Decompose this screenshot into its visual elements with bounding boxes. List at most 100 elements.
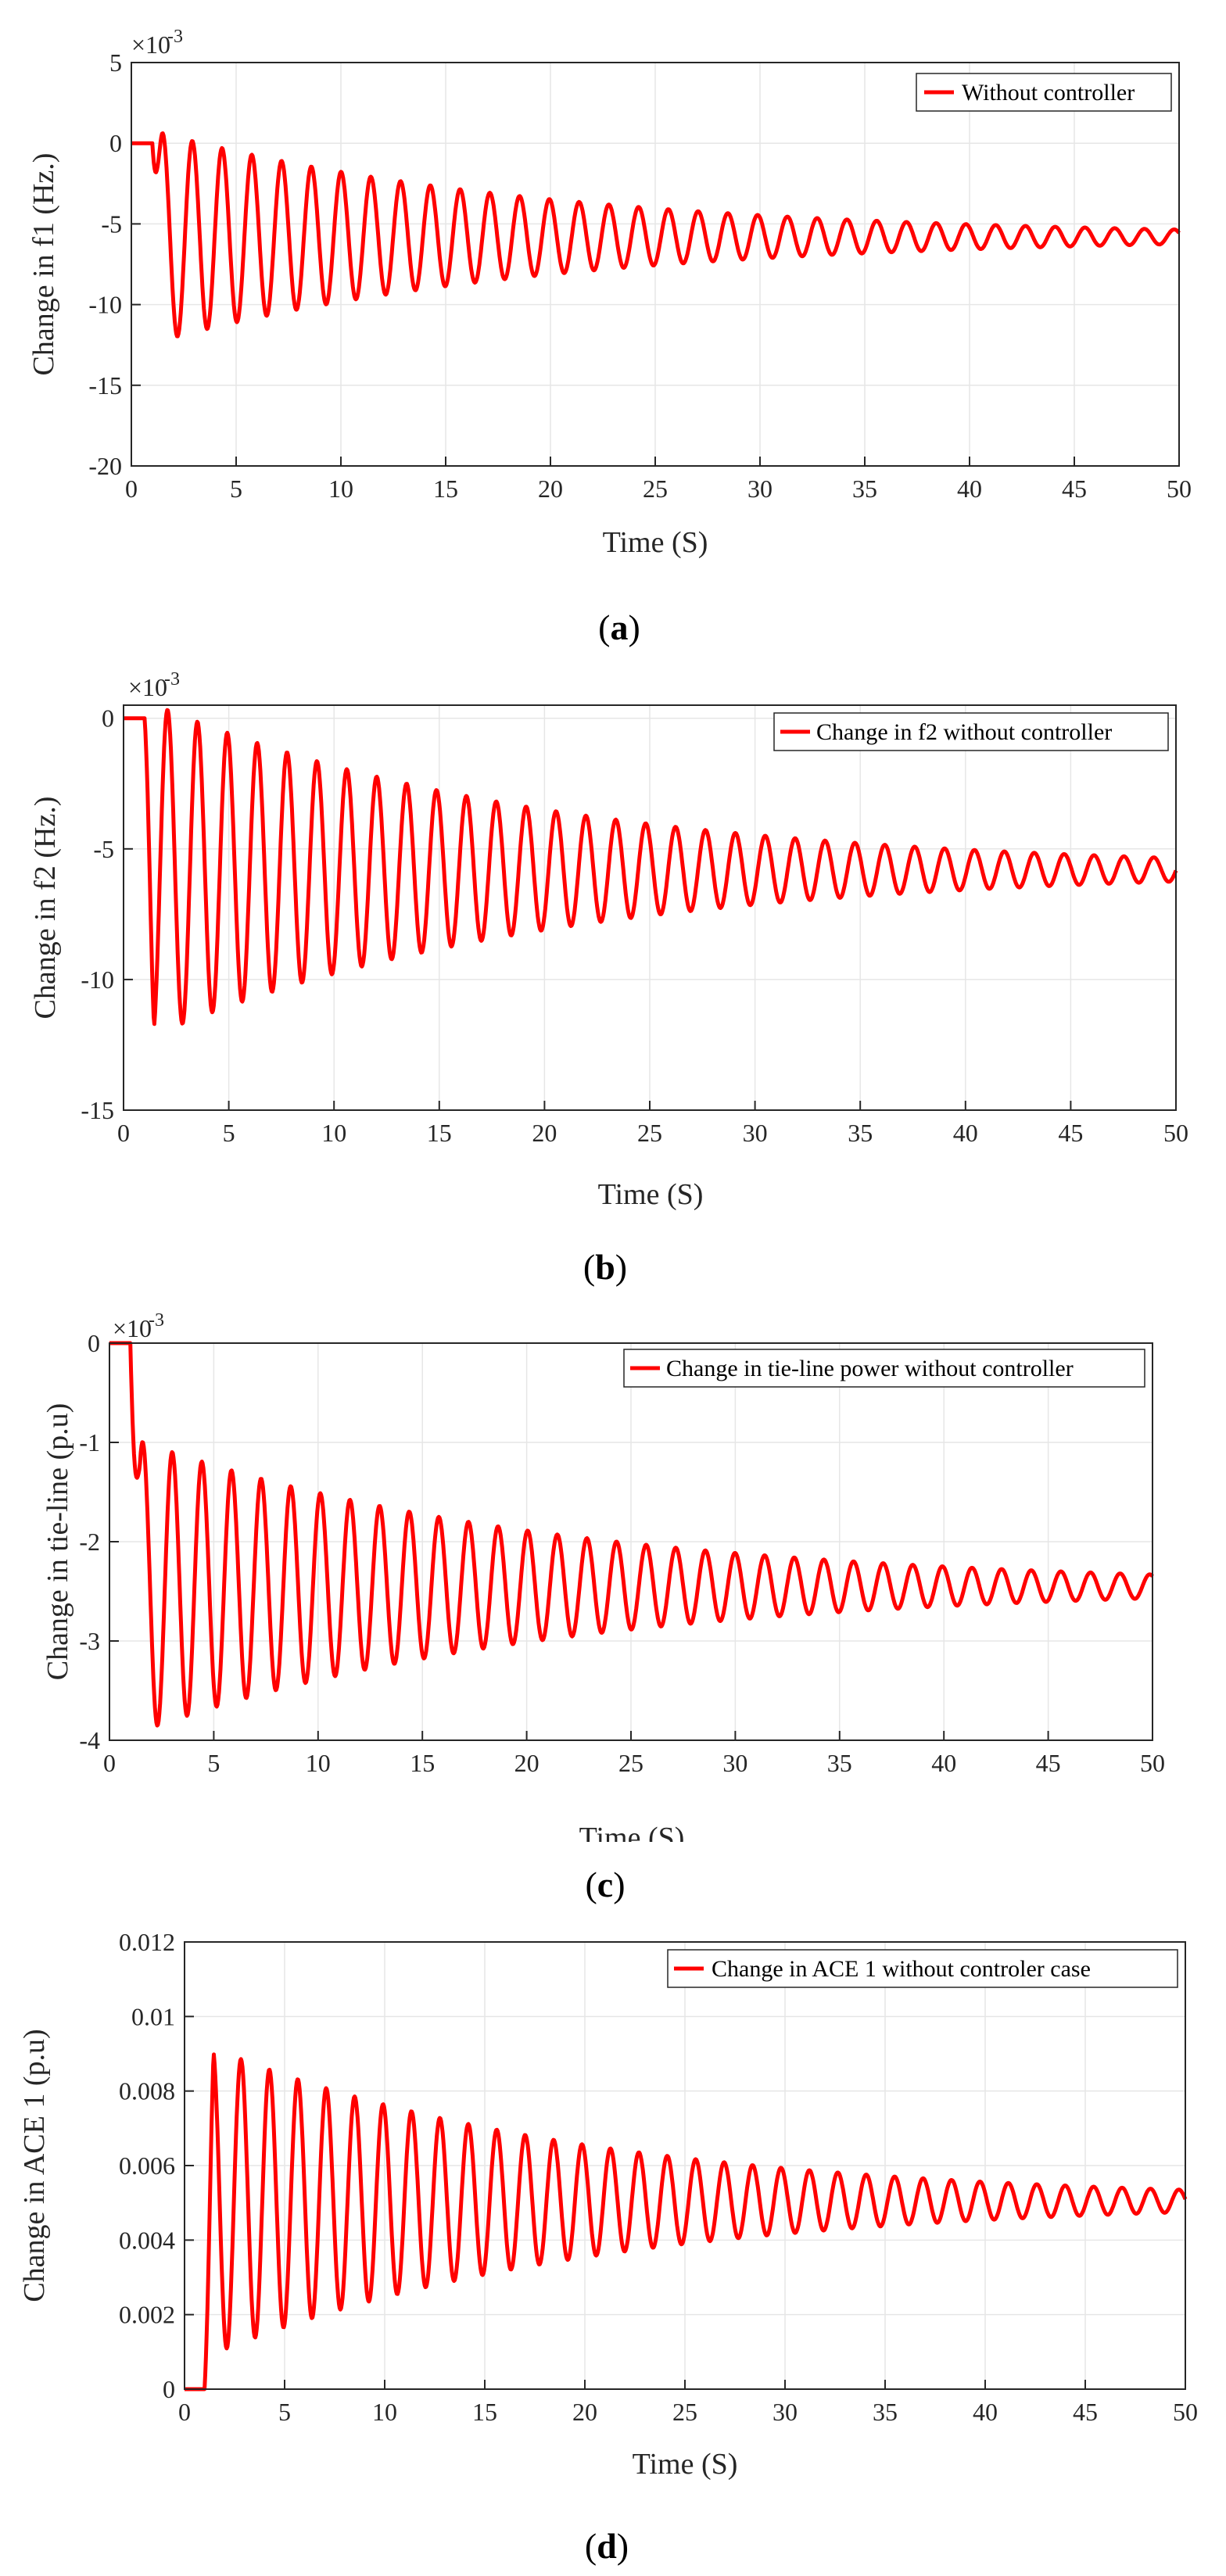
exponent-base-c: ×10 [113,1314,152,1342]
y-tick-label-d-1: 0.01 [131,2002,175,2030]
x-tick-label-a-10: 50 [1167,475,1192,503]
x-tick-label-a-5: 25 [643,475,668,503]
y-tick-label-d-5: 0.002 [119,2301,175,2329]
x-tick-label-a-3: 15 [433,475,458,503]
exponent-a: ×10 -3 [131,27,183,59]
x-tick-label-b-3: 15 [427,1119,452,1147]
legend-b: Change in f2 without controller [773,712,1169,751]
x-tick-label-c-8: 40 [931,1749,956,1777]
chart-panel-a: ×10 -3 Without controller Time (S) Chang… [27,27,1192,647]
caption-close-d: ) [617,2526,629,2566]
y-tick-label-c-0: 0 [88,1329,100,1357]
x-tick-label-c-6: 30 [722,1749,747,1777]
caption-close-b: ) [615,1247,627,1287]
y-tick-label-d-6: 0 [163,2375,175,2403]
caption-d: (d) [585,2526,629,2566]
caption-open-b: ( [583,1247,595,1287]
y-tick-label-b-1: -5 [93,835,114,863]
x-tick-label-b-0: 0 [117,1119,130,1147]
x-axis-label-a: Time (S) [603,526,708,559]
x-tick-label-c-1: 5 [207,1749,220,1777]
x-tick-label-b-6: 30 [743,1119,768,1147]
x-tick-label-c-4: 20 [514,1749,540,1777]
legend-label-b: Change in f2 without controller [816,719,1112,745]
caption-c: (c) [585,1865,625,1904]
plot-frame-b [123,704,1177,1111]
legend-label-d: Change in ACE 1 without controler case [712,1956,1091,1982]
y-tick-label-b-2: -10 [81,966,114,994]
plot-frame-a [131,62,1180,467]
caption-letter-d: d [597,2526,617,2566]
legend-a: Without controller [916,73,1172,112]
legend-box-c [623,1349,1145,1388]
series-line-a [130,131,1181,339]
y-tick-label-b-0: 0 [102,704,114,733]
x-tick-label-b-8: 40 [953,1119,978,1147]
x-tick-label-a-9: 45 [1062,475,1087,503]
x-tick-label-a-4: 20 [538,475,563,503]
caption-b: (b) [583,1247,627,1287]
y-axis-label-a: Change in f1 (Hz.) [27,153,60,376]
legend-box-a [916,73,1172,112]
x-tick-label-b-5: 25 [637,1119,662,1147]
y-tick-label-a-0: 5 [109,48,122,77]
y-tick-label-c-1: -1 [79,1428,100,1456]
x-tick-label-c-2: 10 [306,1749,331,1777]
exponent-power-a: -3 [167,27,183,47]
x-tick-label-a-7: 35 [852,475,877,503]
clip-strip-c [469,1842,798,1865]
caption-letter-c: c [597,1865,613,1904]
x-tick-label-c-3: 15 [410,1749,435,1777]
x-tick-label-d-3: 15 [472,2398,497,2426]
x-tick-label-c-10: 50 [1140,1749,1165,1777]
y-axis-label-b: Change in f2 (Hz.) [29,797,62,1019]
y-tick-label-b-3: -15 [81,1096,114,1124]
x-tick-label-b-4: 20 [532,1119,557,1147]
plot-frame-d [184,1941,1186,2390]
caption-letter-a: a [611,607,629,647]
y-tick-label-a-2: -5 [101,210,122,238]
x-axis-label-b: Time (S) [598,1178,704,1211]
x-tick-label-d-2: 10 [372,2398,397,2426]
legend-c: Change in tie-line power without control… [623,1349,1145,1388]
x-tick-label-d-9: 45 [1073,2398,1098,2426]
x-tick-label-b-7: 35 [848,1119,873,1147]
exponent-b: ×10 -3 [128,669,180,701]
series-line-d [183,2052,1188,2391]
caption-close-a: ) [629,607,640,647]
series-line-c [108,1341,1154,1728]
legend-box-d [667,1949,1178,1988]
x-tick-label-b-2: 10 [321,1119,346,1147]
x-tick-label-d-4: 20 [572,2398,597,2426]
legend-box-b [773,712,1169,751]
caption-open-c: ( [585,1865,597,1904]
y-axis-label-d: Change in ACE 1 (p.u) [18,2029,51,2302]
y-tick-label-a-5: -20 [88,452,122,480]
chart-panel-b: ×10 -3 Change in f2 without controller T… [29,669,1188,1287]
x-tick-label-d-0: 0 [178,2398,191,2426]
x-tick-label-d-8: 40 [973,2398,998,2426]
y-tick-label-a-4: -15 [88,371,122,399]
legend-label-a: Without controller [962,80,1135,106]
y-tick-label-c-3: -3 [79,1627,100,1655]
x-tick-label-d-6: 30 [773,2398,798,2426]
x-axis-label-d: Time (S) [633,2448,738,2481]
x-tick-label-d-10: 50 [1173,2398,1198,2426]
y-tick-label-c-2: -2 [79,1528,100,1556]
y-tick-label-d-2: 0.008 [119,2077,175,2105]
x-tick-label-d-5: 25 [672,2398,697,2426]
caption-open-a: ( [598,607,610,647]
x-tick-label-c-5: 25 [618,1749,643,1777]
y-tick-label-d-0: 0.012 [119,1928,175,1956]
x-tick-label-a-8: 40 [957,475,982,503]
caption-open-d: ( [585,2526,597,2566]
caption-close-c: ) [613,1865,625,1904]
exponent-c: ×10 -3 [113,1310,164,1342]
caption-letter-b: b [595,1247,615,1287]
x-tick-label-a-1: 5 [230,475,242,503]
series-line-b [122,708,1178,1026]
x-tick-label-a-6: 30 [747,475,773,503]
plot-frame-c [109,1342,1153,1741]
y-tick-label-d-3: 0.006 [119,2151,175,2180]
